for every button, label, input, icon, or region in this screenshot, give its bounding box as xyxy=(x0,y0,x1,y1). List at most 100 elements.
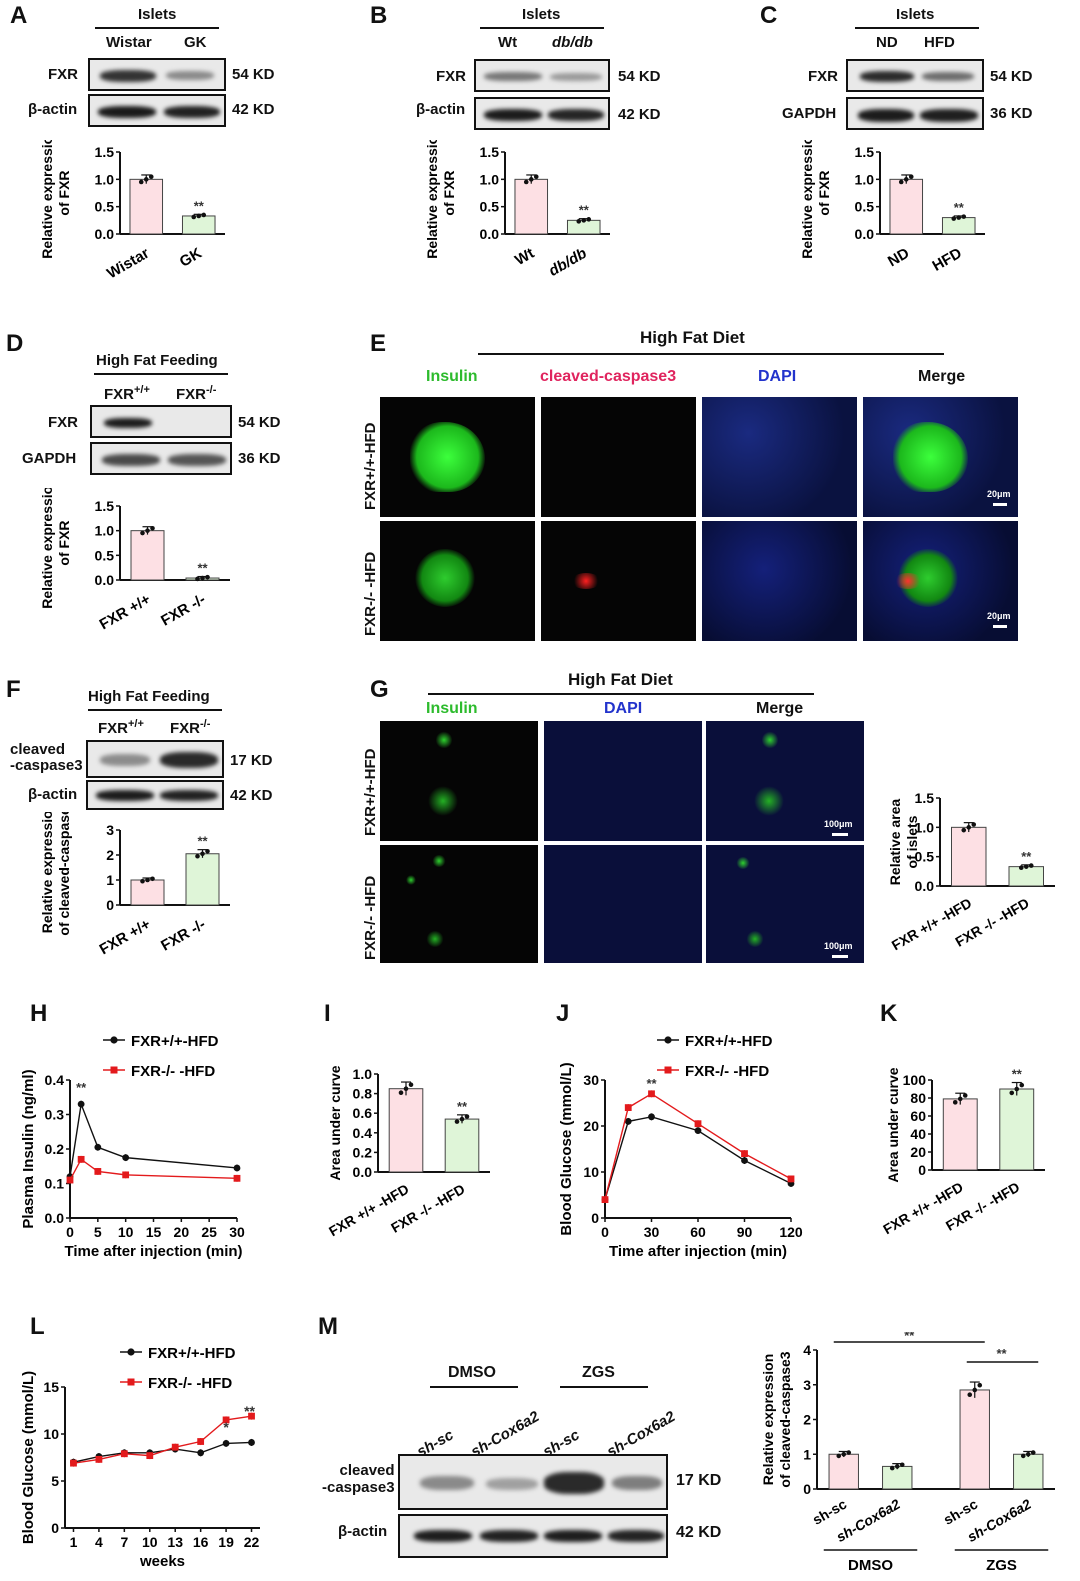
lane-label: GK xyxy=(184,34,207,51)
data-point xyxy=(624,1118,632,1125)
y-axis-label: of FXR xyxy=(816,170,832,215)
x-tick-label: 15 xyxy=(146,1224,162,1240)
legend-label: FXR-/- -HFD xyxy=(131,1063,215,1080)
y-tick-label: 3 xyxy=(106,822,114,838)
mw-label: 17 KD xyxy=(230,752,273,769)
mw-label: 54 KD xyxy=(990,68,1033,85)
x-tick-label: 13 xyxy=(167,1534,183,1550)
y-tick-label: 20 xyxy=(583,1118,599,1134)
data-point xyxy=(741,1157,748,1164)
significance-label: ** xyxy=(244,1403,255,1419)
y-tick-label: 0.0 xyxy=(855,226,875,242)
significance-label: ** xyxy=(579,203,590,218)
y-tick-label: 1.5 xyxy=(855,144,875,160)
blot-row-label: GAPDH xyxy=(782,105,837,122)
y-tick-label: 0.2 xyxy=(45,1141,65,1157)
x-tick-label: 60 xyxy=(690,1224,706,1240)
panel-label: D xyxy=(6,330,24,357)
lane-label: FXR+/+ xyxy=(104,384,150,403)
data-point xyxy=(836,1453,842,1459)
data-point xyxy=(205,848,210,854)
group-label: ZGS xyxy=(582,1364,615,1381)
data-point xyxy=(122,1154,130,1162)
data-point xyxy=(148,174,154,180)
y-tick-label: 10 xyxy=(583,1164,599,1180)
data-point xyxy=(977,1382,983,1388)
y-tick-label: 0.0 xyxy=(95,226,115,242)
panel-label: I xyxy=(324,1000,331,1027)
data-point xyxy=(1020,1453,1026,1459)
category-label: FXR +/+ xyxy=(97,916,154,959)
data-point xyxy=(846,1450,852,1455)
data-point xyxy=(648,1090,655,1098)
line-chart-j: 0 10 20 30 0 30 60 90 120 Time after injection (m… xyxy=(558,1033,803,1260)
data-point xyxy=(143,177,149,182)
bar xyxy=(828,1453,859,1490)
bar xyxy=(882,1465,913,1490)
category-label: GK xyxy=(177,245,205,271)
significance-label: ** xyxy=(996,1346,1007,1361)
data-point xyxy=(898,179,904,185)
mw-label: 54 KD xyxy=(238,414,281,431)
y-axis-label: of cleaved-caspase3 xyxy=(56,812,72,936)
data-point xyxy=(1030,1450,1036,1455)
panel-label: M xyxy=(318,1313,338,1340)
data-point xyxy=(459,1116,465,1122)
western-blot-fxr xyxy=(88,58,226,91)
data-point xyxy=(408,1082,414,1088)
significance-label: ** xyxy=(954,200,965,215)
data-point xyxy=(967,1392,973,1398)
y-tick-label: 0.0 xyxy=(95,572,115,588)
bar xyxy=(129,178,164,235)
legend-label: FXR+/+-HFD xyxy=(131,1033,219,1050)
data-point xyxy=(195,853,200,859)
bar xyxy=(999,1088,1035,1171)
micrograph-dapi-wt xyxy=(544,721,702,841)
y-axis-label: Relative expression xyxy=(39,140,55,259)
significance-label: ** xyxy=(194,198,205,213)
data-point xyxy=(523,179,529,185)
category-label: HFD xyxy=(930,245,965,275)
data-point xyxy=(951,216,957,221)
mw-label: 42 KD xyxy=(618,106,661,123)
bar xyxy=(959,1389,990,1490)
data-point xyxy=(972,1387,978,1393)
data-point xyxy=(171,1443,179,1451)
line-chart-h: 0.0 0.1 0.2 0.3 0.4 0 5 10 15 20 25 30 Time after in… xyxy=(20,1033,245,1260)
blot-row-label: GAPDH xyxy=(22,450,77,467)
group-label: DMSO xyxy=(848,1557,893,1574)
x-tick-label: 25 xyxy=(201,1224,217,1240)
data-point xyxy=(889,1465,895,1471)
y-tick-label: 1.0 xyxy=(353,1066,373,1082)
series-line xyxy=(604,1092,792,1200)
y-tick-label: 1 xyxy=(106,872,114,888)
blot-header: Islets xyxy=(522,6,561,23)
y-axis-label: Relative area xyxy=(887,799,903,886)
data-point xyxy=(191,214,197,220)
blot-header: Islets xyxy=(896,6,935,23)
blot-row-label: β-actin xyxy=(416,101,466,118)
x-tick-label: 19 xyxy=(218,1534,234,1550)
significance-label: * xyxy=(223,1419,229,1435)
y-axis-label: Relative expression xyxy=(760,1354,776,1486)
data-point xyxy=(1028,863,1034,868)
y-axis-label: of islets xyxy=(904,815,920,868)
row-label: FXR+/+-HFD xyxy=(362,748,379,836)
data-point xyxy=(1018,865,1024,870)
lane-label: Wt xyxy=(498,34,518,51)
bar xyxy=(1013,1453,1044,1490)
mw-label: 42 KD xyxy=(232,101,275,118)
legend-label: FXR+/+-HFD xyxy=(685,1033,773,1050)
data-point xyxy=(120,1450,128,1458)
y-axis-label: Relative expression xyxy=(424,140,440,259)
data-point xyxy=(464,1114,470,1119)
blot-header: High Fat Feeding xyxy=(96,352,218,369)
bar-chart-m: 0 1 2 3 4 Relative expression of cleaved-caspa… xyxy=(760,1332,1055,1574)
data-point xyxy=(956,215,962,220)
panel-label: G xyxy=(370,676,389,703)
x-axis-label: weeks xyxy=(139,1553,185,1570)
channel-insulin: Insulin xyxy=(426,368,478,385)
significance-label: ** xyxy=(457,1099,468,1114)
blot-row-label: FXR xyxy=(808,68,838,85)
data-point xyxy=(233,1164,241,1172)
